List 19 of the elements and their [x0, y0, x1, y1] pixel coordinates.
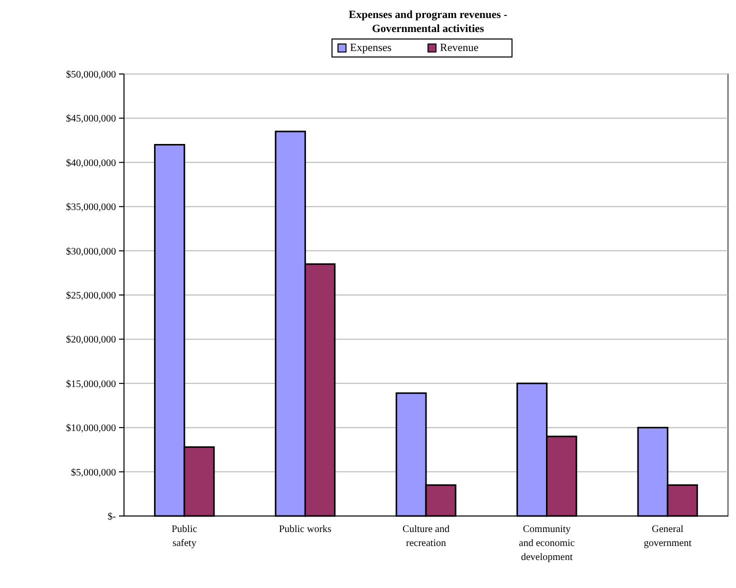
- y-tick-label: $25,000,000: [66, 290, 116, 302]
- x-tick-label: Community and economic development: [518, 524, 576, 563]
- y-tick-label: $40,000,000: [66, 158, 116, 169]
- y-tick-label: $15,000,000: [66, 378, 116, 390]
- y-tick-label: $-: [108, 512, 116, 522]
- y-tick-label: $20,000,000: [66, 334, 116, 346]
- y-tick-label: $45,000,000: [66, 114, 116, 125]
- y-tick-label: $10,000,000: [66, 423, 116, 434]
- y-tick-label: $50,000,000: [66, 70, 116, 80]
- y-tick-label: $35,000,000: [66, 202, 116, 214]
- y-tick-label: $5,000,000: [71, 467, 116, 478]
- y-tick-label: $30,000,000: [66, 246, 116, 258]
- legend-label: Revenue: [440, 42, 479, 54]
- x-tick-label: Culture and recreation: [402, 524, 450, 549]
- x-tick-label: General government: [644, 524, 692, 549]
- legend-label: Expenses: [350, 42, 392, 54]
- chart-title: Expenses and program revenues - Governmental activities: [348, 9, 508, 35]
- x-tick-label: Public works: [278, 524, 332, 535]
- x-tick-label: Public safety: [172, 524, 198, 549]
